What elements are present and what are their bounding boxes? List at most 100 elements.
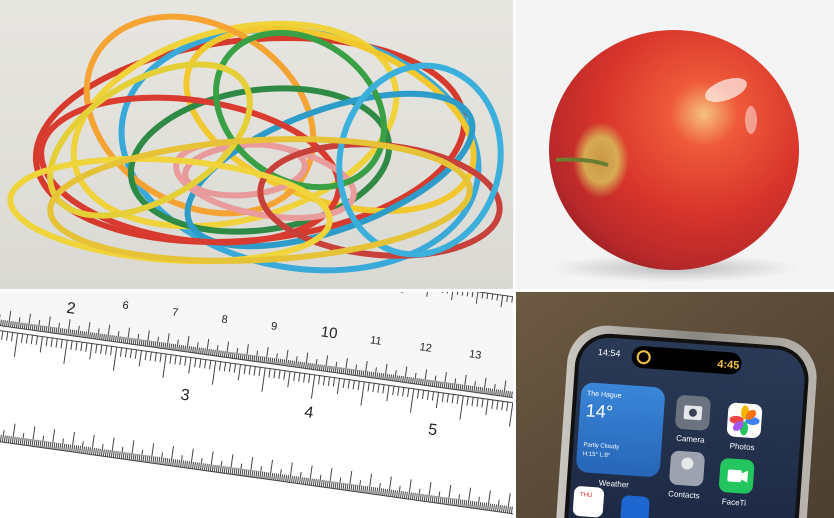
ruler-tick: [409, 492, 412, 500]
ruler-tick: [53, 327, 56, 334]
ruler-tick: [149, 351, 152, 361]
ruler-tick: [293, 372, 296, 382]
ruler-tick: [293, 475, 295, 484]
ruler-tick: [239, 353, 242, 360]
ruler-tick: [435, 496, 438, 504]
ruler-tick: [269, 357, 272, 364]
ruler-tick: [342, 378, 345, 389]
ruler-tick: [35, 439, 38, 447]
ruler-tick: [55, 338, 58, 348]
ruler-tick: [378, 372, 381, 379]
ruler-tick: [509, 391, 511, 398]
ruler-tick: [190, 346, 193, 353]
ruler-tick: [144, 351, 147, 361]
ruler-tick: [405, 491, 408, 499]
ruler-tick: [245, 469, 248, 477]
ruler-tick: [435, 392, 440, 409]
ruler-tick: [152, 341, 155, 348]
ruler-tick: [227, 351, 230, 358]
ruler-tick: [158, 457, 161, 465]
ruler-tick: [425, 379, 428, 386]
ruler-tick: [43, 440, 46, 448]
ruler-tick: [382, 384, 385, 394]
ruler-tick: [491, 388, 494, 395]
ruler-tick: [180, 344, 183, 352]
ruler-tick: [267, 472, 270, 480]
ruler-tick: [35, 324, 38, 331]
ruler-tick: [273, 358, 276, 365]
ruler-tick: [366, 371, 369, 378]
ruler-tick: [49, 441, 52, 449]
ruler-tick: [162, 457, 165, 465]
ruler-tick: [57, 322, 61, 334]
ruler-tick: [429, 495, 432, 503]
ruler-tick: [251, 355, 254, 362]
ruler-tick: [85, 446, 88, 454]
ruler-tick: [257, 355, 260, 362]
ruler-tick: [481, 292, 484, 299]
ruler-tick: [471, 397, 474, 407]
ruler-tick: [148, 340, 151, 347]
ruler-tick: [47, 441, 50, 449]
status-time: 14:54: [598, 347, 621, 359]
ruler-tick: [235, 467, 238, 475]
contacts-label: Contacts: [668, 489, 700, 500]
ruler-tick: [239, 463, 243, 476]
ruler-tick: [481, 502, 484, 510]
ruler-number-upper: 13: [468, 348, 482, 362]
ruler-tick: [421, 494, 424, 502]
ruler-tick: [446, 393, 449, 403]
rubber-bands-photo: [0, 0, 513, 289]
ruler-tick: [221, 350, 224, 357]
ruler-tick: [439, 381, 442, 388]
ruler-tick: [126, 452, 129, 460]
ruler-tick: [49, 326, 52, 333]
ruler-tick: [397, 386, 400, 396]
ruler-tick: [7, 435, 10, 443]
ruler-tick: [287, 371, 291, 388]
ruler-tick: [388, 476, 392, 497]
ruler-tick: [459, 395, 464, 420]
ruler-tick: [156, 336, 160, 348]
ruler-tick: [489, 388, 492, 395]
ruler-tick: [320, 479, 323, 487]
ruler-tick: [316, 479, 319, 487]
ruler-tick: [265, 347, 269, 364]
ruler-tick: [27, 438, 30, 446]
ruler-tick: [392, 385, 395, 396]
ruler-tick: [285, 349, 289, 366]
ruler-tick: [267, 357, 270, 364]
ruler-tick: [195, 462, 198, 470]
ruler-tick: [311, 363, 313, 370]
ruler-tick: [98, 448, 101, 456]
ruler-tick: [269, 459, 274, 480]
ruler-tick: [164, 457, 167, 465]
ruler-tick: [110, 335, 113, 342]
ruler-tick: [453, 378, 457, 390]
ruler-tick: [374, 487, 377, 495]
ruler-tick: [403, 491, 406, 499]
phone-illustration: 14:54 4:45 The Hague 14° Partly Cloudy H…: [516, 292, 834, 518]
ruler-tick: [415, 493, 418, 501]
ruler-tick: [100, 344, 103, 354]
ruler-tick: [9, 321, 12, 328]
ruler-number-lower: 3: [179, 387, 190, 405]
ruler-tick: [356, 484, 359, 492]
ruler-tick: [364, 360, 368, 377]
ruler-tick: [431, 495, 434, 503]
ruler-tick: [241, 468, 244, 476]
ruler-tick: [237, 468, 240, 476]
ruler-tick: [303, 362, 305, 369]
ruler-tick: [80, 342, 83, 352]
ruler-tick: [112, 335, 115, 342]
ruler-tick: [61, 328, 64, 335]
ruler-tick: [247, 354, 250, 361]
ruler-tick: [126, 327, 131, 344]
ruler-tick: [132, 453, 135, 461]
ruler-tick: [317, 375, 321, 385]
ruler-tick: [340, 367, 343, 374]
ruler-tick: [5, 435, 8, 443]
ruler-tick: [481, 398, 484, 408]
ruler-tick: [91, 434, 95, 455]
ruler-tick: [299, 361, 301, 368]
